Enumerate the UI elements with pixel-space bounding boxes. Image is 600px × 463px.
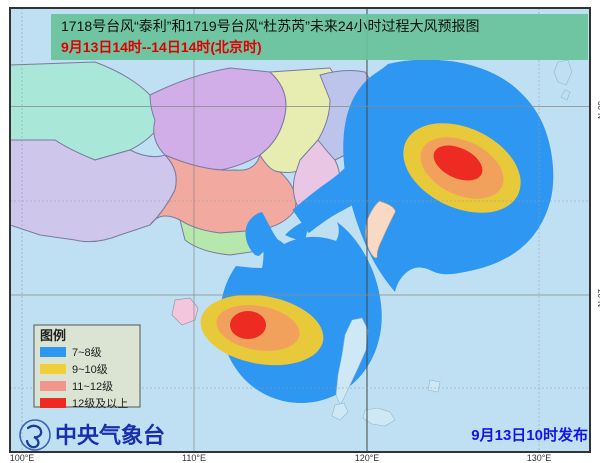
svg-text:7~8级: 7~8级 <box>72 346 102 359</box>
svg-text:11~12级: 11~12级 <box>72 380 113 393</box>
svg-text:中央气象台: 中央气象台 <box>55 423 165 448</box>
svg-text:130°E: 130°E <box>527 453 552 463</box>
svg-text:100°E: 100°E <box>10 453 35 463</box>
svg-text:120°E: 120°E <box>355 453 380 463</box>
svg-text:图例: 图例 <box>40 328 66 343</box>
svg-text:110°E: 110°E <box>182 453 206 463</box>
svg-text:9~10级: 9~10级 <box>72 363 108 376</box>
svg-text:9月13日10时发布: 9月13日10时发布 <box>471 426 588 444</box>
svg-text:1718号台风“泰利”和1719号台风“杜苏芮”未来24小时: 1718号台风“泰利”和1719号台风“杜苏芮”未来24小时过程大风预报图 <box>61 18 480 34</box>
svg-text:9月13日14时--14日14时(北京时): 9月13日14时--14日14时(北京时) <box>61 39 262 55</box>
svg-text:30°N: 30°N <box>596 101 600 119</box>
svg-text:20°N: 20°N <box>596 289 600 307</box>
svg-text:12级及以上: 12级及以上 <box>72 397 128 410</box>
